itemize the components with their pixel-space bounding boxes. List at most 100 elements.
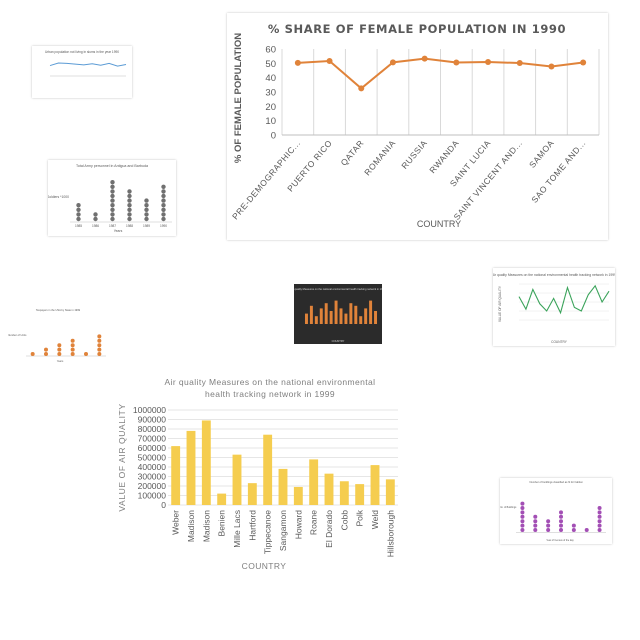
thumb-dot: [520, 519, 525, 524]
thumb-x-axis-label: COUNTRY: [551, 340, 568, 344]
y-tick-label: 600000: [138, 443, 167, 453]
data-point: [294, 59, 301, 66]
x-tick-label: Polk: [355, 509, 365, 526]
thumb-dot: [559, 510, 563, 515]
x-tick-label: Roane: [309, 510, 319, 535]
x-axis-label: COUNTRY: [242, 561, 287, 571]
bar: [263, 434, 273, 505]
thumb-dot: [97, 343, 102, 348]
thumb-orange-panel: Taxpayers in the USA by State in 1999 Num…: [8, 306, 108, 364]
x-tick-label: Tippecanoe: [263, 510, 273, 554]
bar: [293, 486, 303, 505]
thumb-y-axis-label: Soldiers *1000: [48, 195, 69, 199]
y-tick-label: 100000: [138, 491, 167, 501]
thumb-dot: [127, 189, 132, 194]
x-tick-label: El Dorado: [324, 510, 334, 548]
thumb-bar: [339, 308, 343, 324]
thumb-dot: [597, 528, 602, 532]
thumb-dot: [520, 501, 525, 506]
thumb-y-axis-label: Number of Units: [8, 333, 27, 337]
thumb-dark-panel: Air quality Measures on the national env…: [294, 284, 382, 344]
thumb-soldiers-panel: Total Army personnel in Antigua and Barb…: [48, 160, 176, 236]
x-tick-label: Hartford: [247, 510, 257, 541]
female-population-chart-panel: % SHARE OF FEMALE POPULATION IN 1990 0 10 2…: [227, 13, 608, 240]
chart-title: % SHARE OF FEMALE POPULATION IN 1990: [268, 22, 566, 36]
thumb-dot: [110, 198, 115, 203]
y-tick-label: 200000: [138, 481, 167, 491]
bar: [247, 483, 257, 505]
y-axis-label: % OF FEMALE POPULATION: [233, 33, 244, 163]
data-point: [389, 59, 396, 66]
data-point: [485, 59, 492, 66]
thumb-dot: [110, 203, 115, 208]
thumb-x-axis-label: COUNTRY: [332, 339, 345, 343]
bar: [278, 468, 288, 505]
x-tick-label: Weld: [370, 510, 380, 529]
y-tick-label: 900000: [138, 415, 167, 425]
y-axis-label: VALUE OF AIR QUALITY: [117, 403, 127, 511]
x-tick-label: Howard: [293, 510, 303, 540]
y-tick-label: 30: [265, 88, 276, 99]
thumb-dot: [127, 216, 132, 222]
thumb-dot: [110, 207, 115, 212]
thumb-dot: [161, 193, 166, 199]
thumb-dot: [127, 212, 132, 217]
thumb-dot: [597, 510, 602, 515]
thumb-x-tick: 1988: [126, 224, 133, 228]
thumb-dot: [76, 207, 81, 212]
x-tick-label: Cobb: [339, 510, 349, 531]
thumb-dot: [70, 347, 75, 352]
thumb-dot: [110, 184, 115, 189]
x-tick-label: Sangamon: [278, 510, 288, 551]
thumb-green-chart: Air quality Measures on the national env…: [493, 273, 615, 344]
thumb-bar: [304, 313, 308, 324]
y-tick-label: 40: [265, 73, 276, 84]
data-point: [421, 55, 428, 62]
thumb-dot: [559, 523, 563, 528]
thumb-dot: [559, 528, 563, 532]
thumb-dot: [161, 203, 166, 208]
y-tick-label: 20: [265, 102, 276, 113]
thumb-purple-chart: Number of buildings classified as fit fo…: [500, 480, 606, 542]
thumb-dot: [110, 216, 115, 222]
thumb-x-tick: 1985: [75, 224, 82, 228]
y-tick-label: 60: [265, 45, 276, 56]
thumb-dot: [520, 514, 525, 519]
thumb-dot: [571, 528, 576, 532]
bar: [201, 420, 211, 505]
bar: [309, 459, 319, 505]
x-tick-label: Madison: [186, 510, 196, 542]
bar: [186, 430, 196, 505]
thumb-x-tick: 1987: [109, 224, 116, 228]
chart-title-line: health tracking network in 1999: [205, 389, 335, 399]
y-tick-label: 500000: [138, 453, 167, 463]
chart-title-line: Air quality Measures on the national env…: [165, 377, 376, 387]
x-tick-label: QATAR: [338, 138, 365, 168]
thumb-x-tick: 1990: [160, 224, 167, 228]
thumb-dot: [144, 216, 149, 222]
thumb-bar: [324, 303, 328, 324]
thumb-dot: [127, 203, 132, 208]
bar: [370, 465, 380, 505]
thumb-orange-chart: Taxpayers in the USA by State in 1999 Num…: [8, 308, 106, 363]
thumb-dot: [110, 180, 115, 185]
air-quality-chart: Air quality Measures on the national env…: [117, 377, 398, 571]
data-point: [453, 59, 460, 66]
thumb-bar: [369, 300, 373, 324]
thumb-dot: [161, 216, 166, 222]
thumb-title: Air quality Measures on the national env…: [493, 273, 615, 277]
x-tick-label: SAMOA: [527, 138, 556, 170]
thumb-bar: [319, 308, 323, 324]
thumb-dot: [93, 216, 98, 222]
bar: [385, 479, 395, 505]
y-tick-label: 10: [265, 116, 276, 127]
thumb-dot: [57, 352, 62, 356]
thumb-series-line: [49, 62, 127, 67]
thumb-urban-chart: Urban population not living in slums in …: [45, 50, 127, 77]
thumb-dot: [161, 189, 166, 194]
thumb-x-axis-label: Years: [114, 229, 123, 233]
thumb-title: Air quality Measures on the national env…: [294, 287, 382, 291]
thumb-dot: [597, 523, 602, 528]
thumb-purple-panel: Number of buildings classified as fit fo…: [500, 478, 612, 544]
thumb-dot: [533, 519, 538, 524]
